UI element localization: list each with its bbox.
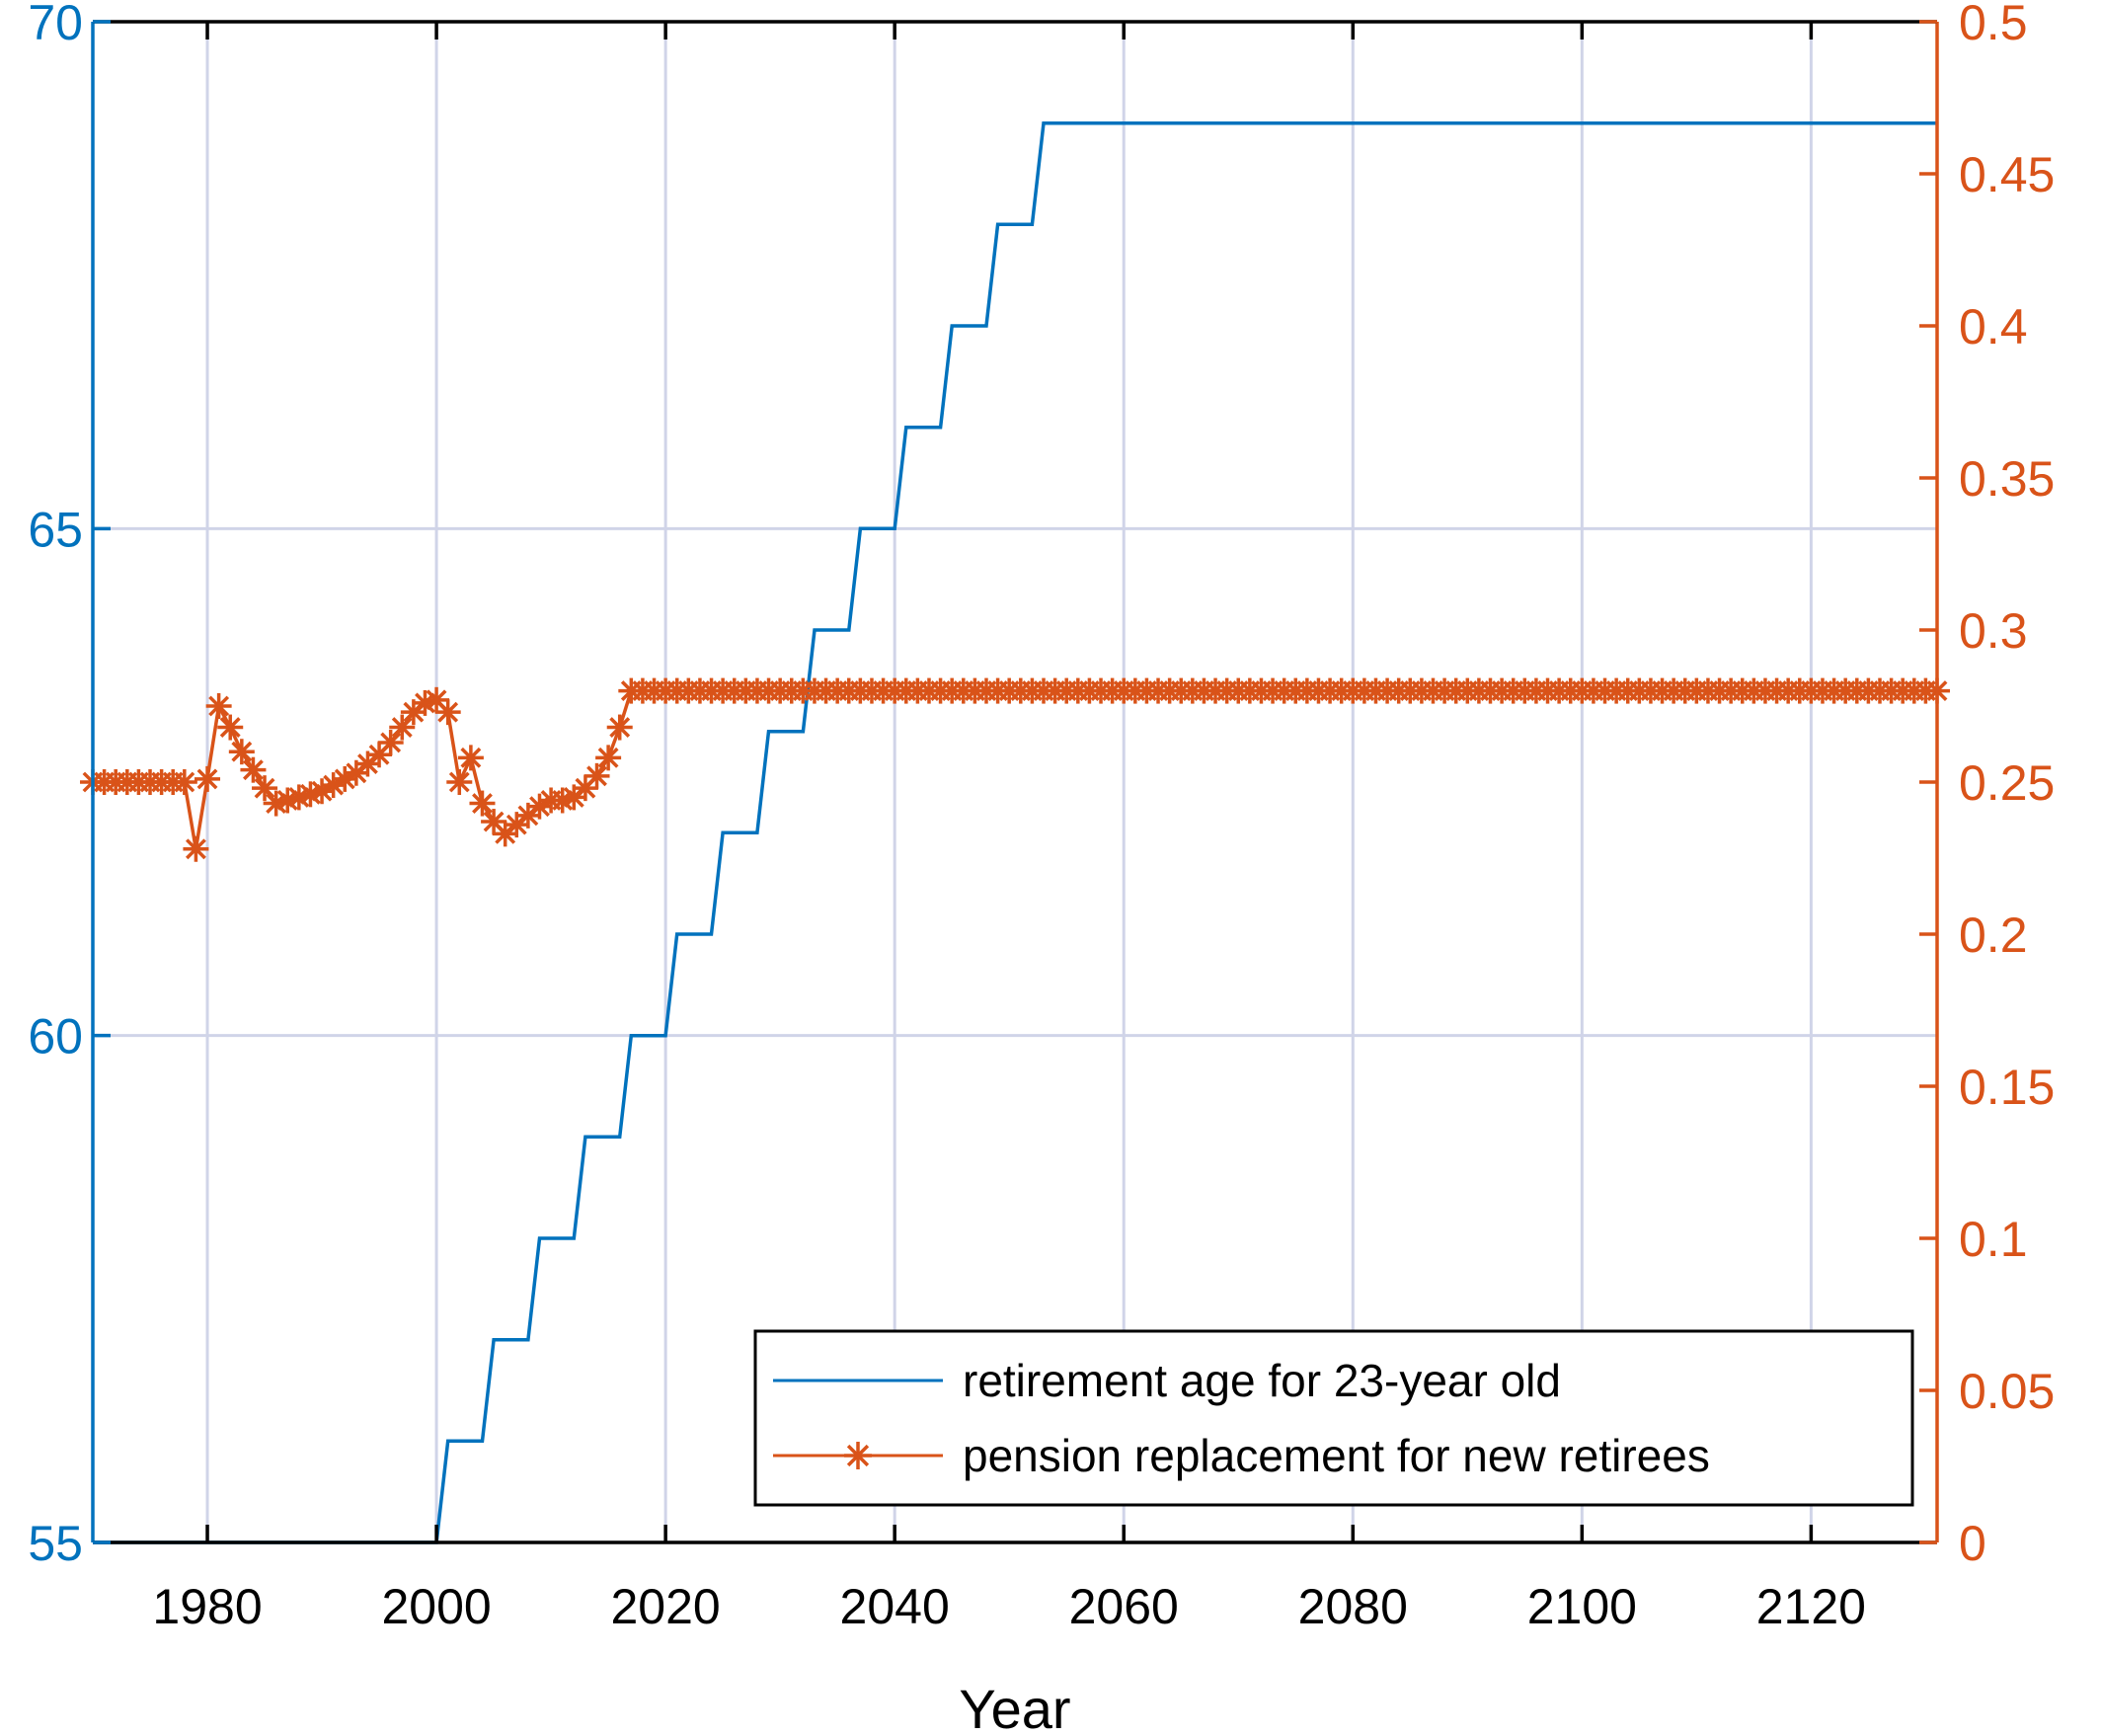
data-point-pension-2002 [446, 769, 473, 795]
data-point-pension-1979-stroke-3 [185, 838, 206, 860]
data-point-pension-2001 [434, 699, 461, 726]
data-point-pension-2009 [526, 793, 553, 820]
data-point-pension-2004 [469, 790, 496, 817]
data-point-pension-2001-stroke-3 [437, 701, 459, 723]
axes: 55 60 65 70 0 0.05 0.1 0.15 0.2 0.25 0.3 0.35 0.4 0.4… [28, 0, 2055, 1634]
data-point-pension-1996 [377, 729, 404, 755]
y-right-tick-label-6: 0.3 [1959, 603, 2028, 659]
data-point-pension-1990 [309, 778, 336, 805]
y-left-tick-label-65: 65 [28, 502, 83, 557]
data-point-pension-1979 [183, 835, 209, 862]
data-point-pension-1983 [228, 739, 255, 765]
data-point-pension-2002-stroke-3 [448, 771, 470, 793]
y-left-tick-label-55: 55 [28, 1516, 83, 1571]
plot-series [80, 120, 1950, 1544]
y-right-tick-label-5: 0.25 [1959, 755, 2055, 811]
data-point-pension-1984-stroke-3 [243, 759, 264, 781]
legend: retirement age for 23-year old pension r… [753, 1329, 1914, 1507]
data-point-pension-1985 [252, 775, 278, 802]
y-right-tick-label-2: 0.1 [1959, 1212, 2028, 1267]
data-point-pension-1978-stroke-3 [174, 771, 195, 793]
series-line-retirement-age [93, 120, 1937, 1544]
data-point-pension-1997-stroke-3 [391, 717, 413, 738]
x-tick-label-2020: 2020 [611, 1579, 721, 1634]
y-right-tick-label-7: 0.35 [1959, 451, 2055, 507]
x-tick-label-2040: 2040 [840, 1579, 950, 1634]
data-point-pension-2005 [481, 809, 507, 835]
legend-label-pension-replacement: pension replacement for new retirees [963, 1430, 1710, 1481]
grid-lines [93, 22, 1937, 1542]
x-tick-label-2060: 2060 [1069, 1579, 1179, 1634]
data-point-pension-1982 [217, 714, 244, 741]
y-right-tick-label-4: 0.2 [1959, 907, 2028, 963]
legend-box [753, 1329, 1914, 1507]
y-right-tick-label-3: 0.15 [1959, 1060, 2055, 1115]
y-right-tick-label-8: 0.4 [1959, 299, 2028, 355]
y-right-tick-label-10: 0.5 [1959, 0, 2028, 50]
data-point-pension-1984 [240, 756, 267, 783]
data-point-pension-1997 [389, 714, 416, 741]
legend-asterisk-stroke-3 [846, 1444, 870, 1467]
legend-label-retirement-age: retirement age for 23-year old [963, 1355, 1561, 1406]
data-point-pension-2016-stroke-3 [609, 717, 631, 738]
data-point-pension-2014-stroke-3 [586, 765, 607, 787]
data-point-pension-2003-stroke-3 [460, 747, 482, 768]
x-tick-label-2000: 2000 [381, 1579, 491, 1634]
data-point-pension-2016 [606, 714, 633, 741]
data-point-pension-2015 [595, 745, 622, 771]
data-point-pension-1985-stroke-3 [254, 777, 275, 799]
x-tick-label-1980: 1980 [152, 1579, 262, 1634]
data-point-pension-2000-stroke-3 [426, 689, 447, 711]
data-point-pension-1981 [205, 693, 232, 719]
y-right-tick-label-9: 0.45 [1959, 147, 2055, 202]
data-point-pension-1983-stroke-3 [231, 741, 253, 762]
data-point-pension-2005-stroke-3 [483, 811, 505, 832]
data-point-pension-2015-stroke-3 [597, 747, 619, 768]
legend-asterisk [844, 1442, 872, 1469]
y-right-tick-label-1: 0.05 [1959, 1364, 2055, 1419]
data-point-pension-2003 [457, 745, 484, 771]
data-point-pension-2004-stroke-3 [472, 793, 493, 814]
data-point-pension-1996-stroke-3 [380, 732, 402, 753]
data-point-pension-1978 [171, 769, 197, 795]
data-point-pension-1982-stroke-3 [219, 717, 241, 738]
data-point-pension-1980 [195, 765, 221, 792]
series-markers-pension-replacement [80, 677, 1950, 862]
legend-marker-asterisk [844, 1442, 872, 1469]
y-left-tick-label-70: 70 [28, 0, 83, 50]
data-point-pension-1981-stroke-3 [208, 695, 230, 717]
data-point-pension-2014 [584, 762, 610, 789]
y-left-tick-label-60: 60 [28, 1009, 83, 1065]
x-tick-label-2120: 2120 [1756, 1579, 1866, 1634]
x-axis-label: Year [959, 1678, 1070, 1736]
x-tick-label-2080: 2080 [1298, 1579, 1408, 1634]
y-right-tick-label-0: 0 [1959, 1516, 1986, 1571]
data-point-pension-1980-stroke-3 [196, 768, 218, 790]
x-tick-label-2100: 2100 [1527, 1579, 1637, 1634]
